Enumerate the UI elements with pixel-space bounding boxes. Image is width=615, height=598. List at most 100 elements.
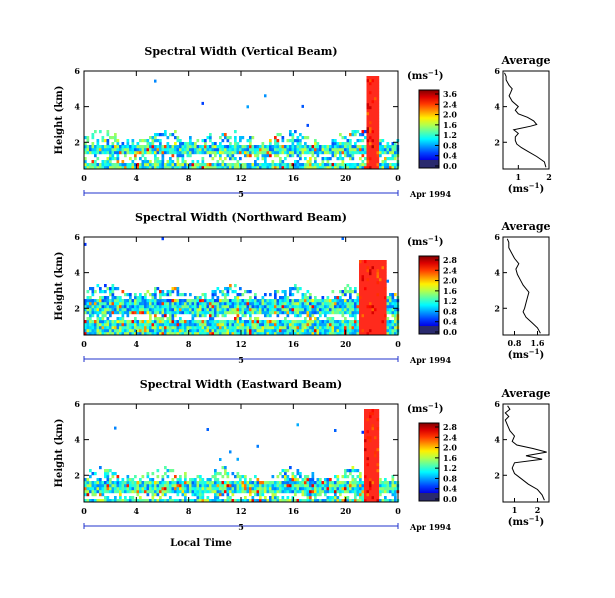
heatmap-cell	[361, 293, 365, 297]
y-axis-label: Height (km)	[54, 86, 65, 155]
heatmap-cell	[271, 326, 275, 330]
heatmap-cell	[176, 311, 180, 315]
heatmap-cell	[141, 160, 145, 164]
heatmap-cell	[346, 148, 350, 152]
heatmap-cell	[246, 490, 250, 494]
heatmap-cell	[254, 308, 257, 312]
heatmap-cell	[351, 145, 355, 149]
heatmap-cell	[366, 133, 370, 137]
heatmap-cell	[391, 481, 395, 485]
heatmap-cell	[176, 139, 180, 143]
heatmap-cell	[356, 326, 360, 330]
heatmap-cell	[239, 151, 242, 155]
heatmap-cell	[386, 299, 390, 303]
heatmap-cell	[316, 302, 320, 306]
heatmap-cell	[249, 329, 252, 333]
heatmap-cell	[249, 166, 252, 170]
heatmap-cell	[194, 299, 197, 303]
heatmap-cell	[271, 493, 275, 497]
heatmap-cell	[269, 166, 272, 170]
heatmap-cell	[116, 499, 120, 503]
heatmap-cell	[114, 305, 117, 309]
heatmap-cell	[314, 496, 317, 500]
heatmap-cell	[144, 160, 147, 164]
heatmap-cell	[106, 499, 110, 503]
heatmap-cell	[279, 332, 282, 336]
heatmap-cell	[136, 481, 140, 485]
heatmap-cell	[204, 311, 207, 315]
heatmap-cell	[226, 332, 230, 336]
heatmap-cell	[149, 332, 152, 336]
heatmap-cell	[306, 123, 309, 127]
heatmap-cell	[286, 329, 290, 333]
heatmap-cell	[96, 299, 100, 303]
heatmap-cell	[374, 290, 377, 294]
heatmap-cell	[184, 305, 187, 309]
heatmap-cell	[254, 493, 257, 497]
heatmap-cell	[376, 142, 380, 146]
heatmap-cell	[294, 145, 297, 149]
heatmap-cell	[296, 314, 300, 318]
heatmap-cell	[304, 157, 307, 161]
heatmap-cell	[234, 284, 237, 288]
heatmap-cell	[306, 311, 310, 315]
heatmap-cell	[359, 145, 362, 149]
heatmap-cell	[239, 317, 242, 321]
heatmap-cell	[159, 299, 162, 303]
heatmap-cell	[94, 487, 97, 491]
heatmap-cell	[299, 163, 302, 167]
heatmap-cell	[281, 475, 285, 479]
heatmap-cell	[276, 484, 280, 488]
heatmap-cell	[319, 481, 322, 485]
heatmap-cell	[371, 163, 375, 167]
heatmap-cell	[116, 323, 120, 327]
heatmap-cell	[146, 148, 150, 152]
heatmap-cell	[146, 139, 150, 143]
heatmap-cell	[266, 484, 270, 488]
heatmap-cell	[136, 323, 140, 327]
heatmap-cell	[216, 151, 220, 155]
heatmap-cell	[154, 166, 157, 170]
heatmap-cell	[351, 154, 355, 158]
heatmap-cell	[181, 166, 185, 170]
heatmap-cell	[84, 299, 87, 303]
heatmap-cell	[181, 484, 185, 488]
heatmap-cell	[354, 145, 357, 149]
heatmap-cell	[389, 299, 392, 303]
heatmap-cell	[236, 332, 240, 336]
heatmap-cell	[221, 475, 225, 479]
y-tick-label: 2	[74, 470, 80, 480]
heatmap-cell	[391, 490, 395, 494]
heatmap-cell	[384, 490, 387, 494]
heatmap-cell	[161, 299, 165, 303]
heatmap-cell	[206, 308, 210, 312]
heatmap-cell	[214, 329, 217, 333]
heatmap-cell	[156, 157, 160, 161]
heatmap-cell	[366, 100, 370, 104]
heatmap-cell	[371, 100, 375, 104]
heatmap-cell	[336, 484, 340, 488]
heatmap-cell	[344, 308, 347, 312]
heatmap-cell	[214, 323, 217, 327]
heatmap-cell	[286, 487, 290, 491]
heatmap-cell	[269, 293, 272, 297]
heatmap-cell	[364, 332, 367, 336]
heatmap-cell	[371, 151, 375, 155]
heatmap-cell	[194, 302, 197, 306]
heatmap-cell	[371, 275, 375, 279]
heatmap-cell	[351, 157, 355, 161]
heatmap-cell	[234, 317, 237, 321]
heatmap-cell	[266, 490, 270, 494]
heatmap-cell	[289, 287, 292, 291]
heatmap-cell	[109, 314, 112, 318]
heatmap-cell	[389, 157, 392, 161]
heatmap-cell	[366, 484, 370, 488]
heatmap-cell	[251, 151, 255, 155]
date-label: Apr 1994	[409, 522, 452, 532]
heatmap-cell	[319, 166, 322, 170]
heatmap-cell	[369, 160, 372, 164]
heatmap-cell	[264, 148, 267, 152]
heatmap-cell	[239, 148, 242, 152]
heatmap-cell	[334, 299, 337, 303]
heatmap-cell	[291, 145, 295, 149]
